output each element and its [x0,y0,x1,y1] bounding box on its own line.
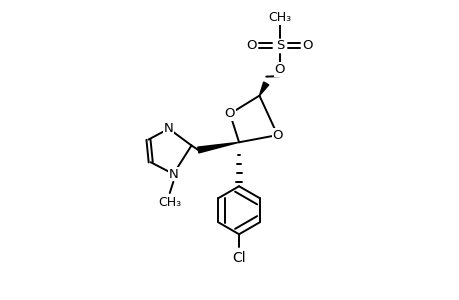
Text: O: O [302,39,313,52]
Text: O: O [246,39,257,52]
Text: CH₃: CH₃ [158,196,181,209]
Text: Cl: Cl [232,251,246,265]
Text: S: S [275,39,283,52]
Text: N: N [168,167,178,181]
Text: CH₃: CH₃ [268,11,291,24]
Text: O: O [272,129,282,142]
Polygon shape [197,142,239,153]
Polygon shape [259,82,268,96]
Text: O: O [224,107,235,120]
Text: N: N [163,122,174,135]
Text: O: O [274,63,285,76]
